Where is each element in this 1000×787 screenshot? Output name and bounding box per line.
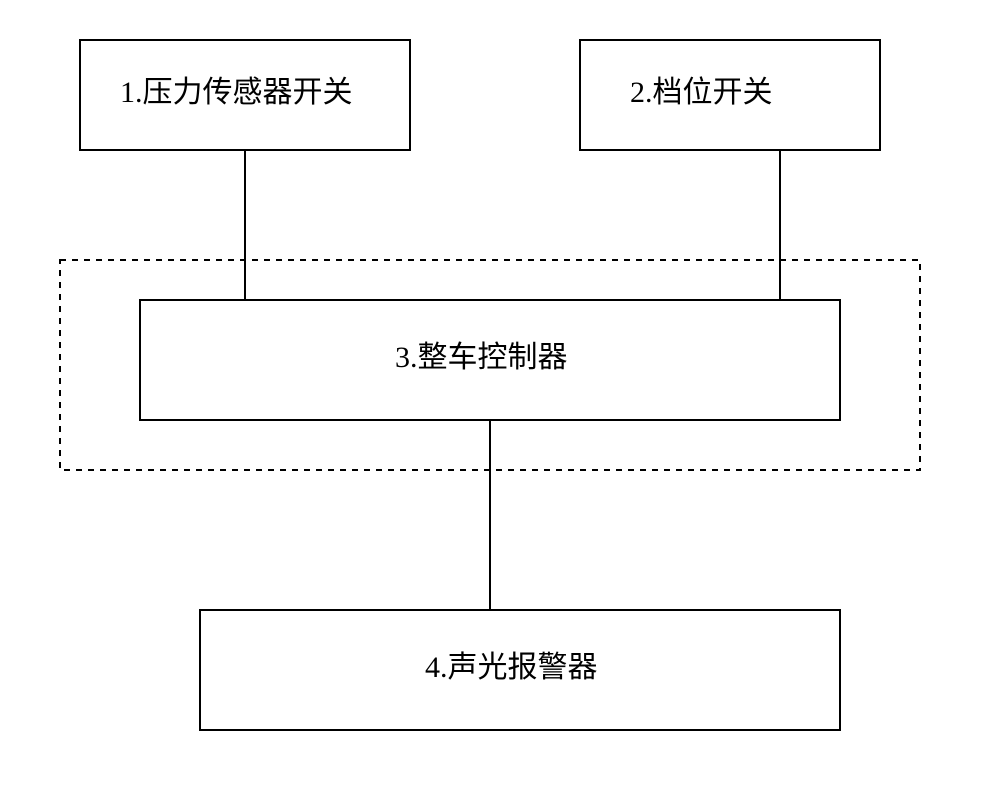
node-n3: 3.整车控制器 [140,300,840,420]
node-n4: 4.声光报警器 [200,610,840,730]
block-diagram: 1.压力传感器开关 2.档位开关 3.整车控制器 4.声光报警器 [0,0,1000,787]
node-n1: 1.压力传感器开关 [80,40,410,150]
node-label-n2: 2.档位开关 [630,76,773,109]
node-n2: 2.档位开关 [580,40,880,150]
node-label-n4: 4.声光报警器 [425,651,598,684]
nodes-layer: 1.压力传感器开关 2.档位开关 3.整车控制器 4.声光报警器 [60,40,920,730]
node-label-n3: 3.整车控制器 [395,341,568,374]
node-label-n1: 1.压力传感器开关 [120,76,353,109]
